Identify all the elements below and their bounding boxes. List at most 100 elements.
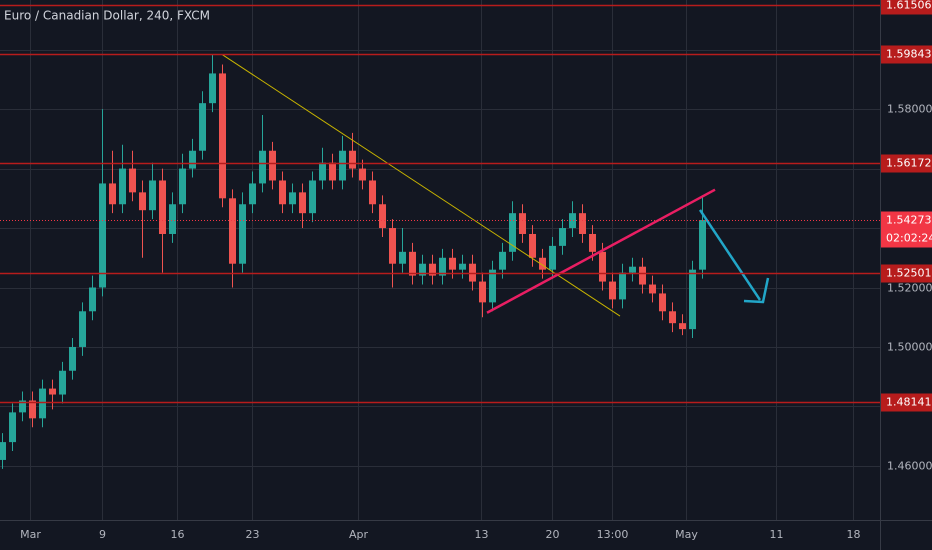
candle-body: [429, 263, 436, 276]
candle-body: [319, 162, 326, 181]
candle-body: [69, 346, 76, 371]
candle-body: [209, 73, 216, 104]
last-price-label: 1.54273: [886, 214, 932, 227]
candle-body: [199, 103, 206, 151]
candle-body: [0, 442, 6, 460]
level-label: 1.59843: [886, 48, 932, 61]
level-label: 1.52501: [886, 267, 932, 280]
candle-body: [649, 284, 656, 294]
candle-body: [79, 311, 86, 347]
plot: [0, 4, 880, 469]
y-tick-label: 1.58000: [887, 103, 932, 116]
candle-body: [589, 233, 596, 252]
x-tick-label: May: [675, 528, 698, 541]
candle-body: [699, 220, 706, 270]
candle-body: [169, 204, 176, 234]
candle-body: [279, 180, 286, 205]
candle-body: [509, 213, 516, 252]
candle-body: [439, 257, 446, 276]
candle-body: [449, 257, 456, 270]
candle-body: [189, 150, 196, 169]
candle-body: [49, 388, 56, 395]
level-label-box: [881, 154, 932, 173]
candle-body: [19, 400, 26, 413]
level-label-box: [881, 393, 932, 412]
candle-body: [689, 269, 696, 330]
x-tick-label: 13:00: [597, 528, 629, 541]
candle-body: [659, 293, 666, 312]
trend-line: [486, 188, 716, 314]
candle-body: [629, 266, 636, 273]
candle-body: [369, 180, 376, 205]
candle-body: [269, 150, 276, 181]
x-tick-label: 20: [546, 528, 560, 541]
candle-body: [619, 272, 626, 300]
candle-body: [159, 180, 166, 234]
candle-body: [399, 251, 406, 264]
x-tick-label: 16: [171, 528, 185, 541]
countdown: 02:02:24: [886, 232, 932, 245]
candle-body: [289, 192, 296, 205]
candle-body: [379, 204, 386, 229]
candle-body: [139, 192, 146, 211]
candle-body: [249, 183, 256, 205]
candle-body: [419, 263, 426, 276]
candle-body: [339, 150, 346, 181]
candle-body: [179, 168, 186, 205]
candle-body: [559, 228, 566, 246]
trend-line: [221, 53, 621, 317]
x-tick-label: 23: [246, 528, 260, 541]
candle-body: [579, 213, 586, 234]
level-label-box: [881, 45, 932, 64]
candle-body: [309, 180, 316, 214]
candle-body: [299, 192, 306, 214]
candle-body: [669, 311, 676, 324]
candle-body: [469, 263, 476, 282]
level-label-box: [881, 0, 932, 15]
arrow-head: [743, 277, 770, 304]
y-tick-label: 1.46000: [887, 460, 932, 473]
candle-body: [149, 180, 156, 211]
candle-body: [119, 168, 126, 205]
x-tick-label: Mar: [20, 528, 41, 541]
candle-body: [39, 388, 46, 419]
candle-body: [99, 183, 106, 288]
last-price-box: [881, 211, 932, 248]
candle-body: [359, 168, 366, 181]
candle-body: [219, 73, 226, 199]
x-tick-label: 13: [475, 528, 489, 541]
candle-body: [59, 370, 66, 395]
candle-body: [389, 228, 396, 264]
candle-body: [9, 412, 16, 443]
x-tick-label: Apr: [349, 528, 369, 541]
x-tick-label: 18: [847, 528, 861, 541]
candle-body: [229, 198, 236, 264]
chart-title: Euro / Canadian Dollar, 240, FXCM: [4, 9, 210, 23]
candle-body: [599, 251, 606, 282]
level-label: 1.56172: [886, 157, 932, 170]
candle-body: [109, 183, 116, 205]
candle-body: [29, 400, 36, 419]
level-label-box: [881, 264, 932, 283]
candle-body: [239, 204, 246, 264]
candle-body: [479, 281, 486, 303]
candle-body: [539, 257, 546, 270]
axes: 1.460001.480001.500001.520001.540001.560…: [20, 0, 932, 541]
candle-body: [259, 150, 266, 184]
candle-body: [549, 245, 556, 270]
candle-body: [639, 266, 646, 285]
candle-body: [459, 263, 466, 270]
candle-body: [519, 213, 526, 234]
y-tick-label: 1.52000: [887, 282, 932, 295]
candle-body: [609, 281, 616, 300]
candle-body: [489, 269, 496, 303]
y-tick-label: 1.50000: [887, 341, 932, 354]
trend-line: [698, 209, 762, 301]
candle-body: [499, 251, 506, 270]
candle-body: [89, 287, 96, 312]
candle-body: [569, 213, 576, 229]
candle-body: [349, 150, 356, 169]
